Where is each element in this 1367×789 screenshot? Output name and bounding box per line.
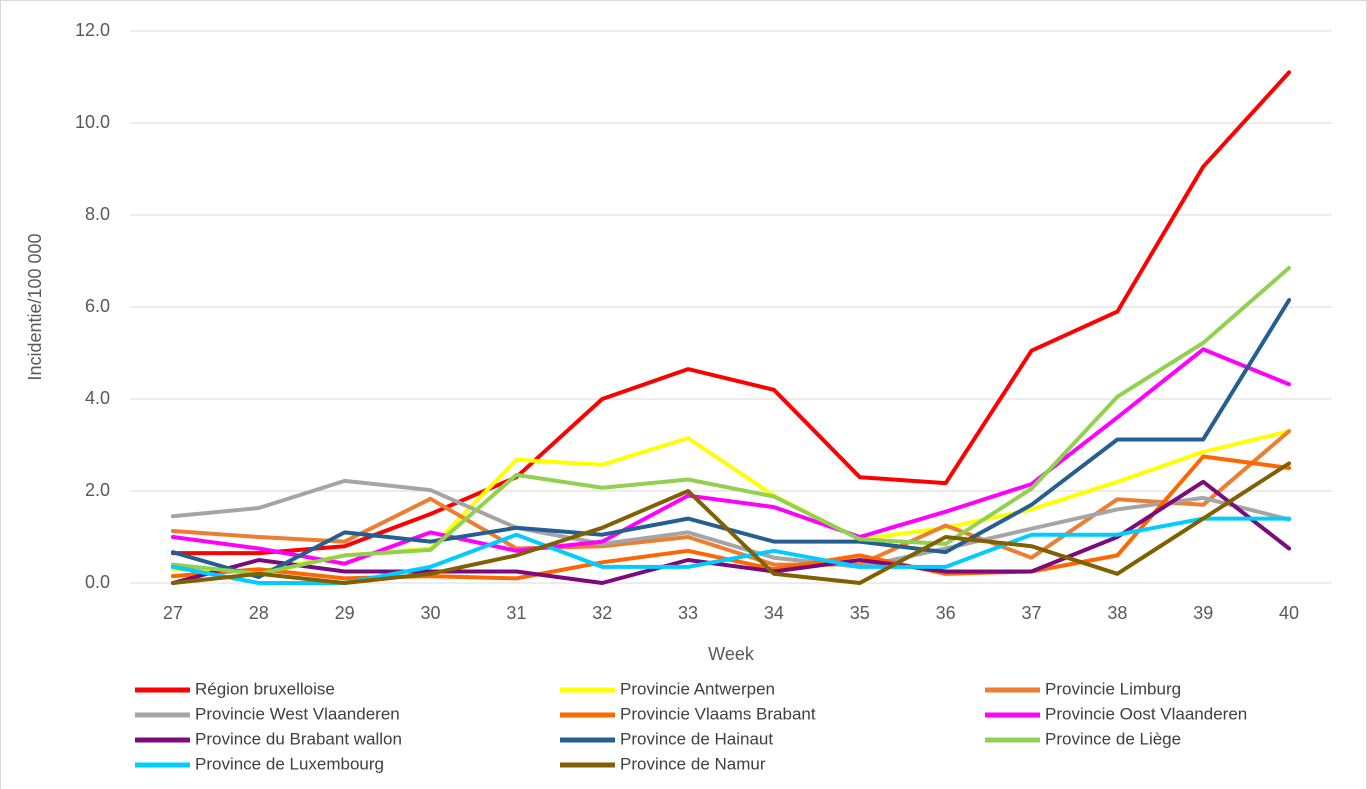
series-line xyxy=(170,347,1292,566)
y-tick-label: 4.0 xyxy=(85,388,110,408)
series-line xyxy=(170,479,1292,585)
x-tick-label: 38 xyxy=(1107,603,1127,623)
legend-label: Provincie Antwerpen xyxy=(620,679,775,698)
legend-label: Provincie Vlaams Brabant xyxy=(620,704,816,723)
series-line xyxy=(170,70,1292,556)
y-tick-label: 2.0 xyxy=(85,480,110,500)
y-axis-label: Incidentie/100 000 xyxy=(25,233,45,380)
x-tick-label: 27 xyxy=(163,603,183,623)
legend-label: Provincie Oost Vlaanderen xyxy=(1045,704,1247,723)
legend-label: Province de Hainaut xyxy=(620,729,773,748)
x-tick-label: 34 xyxy=(764,603,784,623)
x-tick-label: 35 xyxy=(850,603,870,623)
x-axis-label: Week xyxy=(708,644,755,664)
x-tick-label: 31 xyxy=(506,603,526,623)
y-tick-label: 12.0 xyxy=(75,20,110,40)
x-tick-label: 37 xyxy=(1021,603,1041,623)
series-line xyxy=(170,478,1292,569)
y-tick-label: 10.0 xyxy=(75,112,110,132)
y-tick-label: 0.0 xyxy=(85,572,110,592)
legend-label: Provincie Limburg xyxy=(1045,679,1181,698)
x-tick-label: 32 xyxy=(592,603,612,623)
x-tick-label: 39 xyxy=(1193,603,1213,623)
legend-label: Province de Namur xyxy=(620,754,766,773)
legend-label: Province du Brabant wallon xyxy=(195,729,402,748)
legend-label: Province de Liège xyxy=(1045,729,1181,748)
x-tick-label: 40 xyxy=(1279,603,1299,623)
x-tick-label: 29 xyxy=(335,603,355,623)
x-tick-label: 30 xyxy=(420,603,440,623)
legend-label: Région bruxelloise xyxy=(195,679,335,698)
series-line xyxy=(170,461,1292,585)
legend-label: Province de Luxembourg xyxy=(195,754,384,773)
x-tick-label: 36 xyxy=(936,603,956,623)
series-line xyxy=(170,265,1292,576)
legend-label: Provincie West Vlaanderen xyxy=(195,704,400,723)
y-tick-label: 8.0 xyxy=(85,204,110,224)
x-tick-label: 33 xyxy=(678,603,698,623)
y-tick-label: 6.0 xyxy=(85,296,110,316)
x-tick-label: 28 xyxy=(249,603,269,623)
